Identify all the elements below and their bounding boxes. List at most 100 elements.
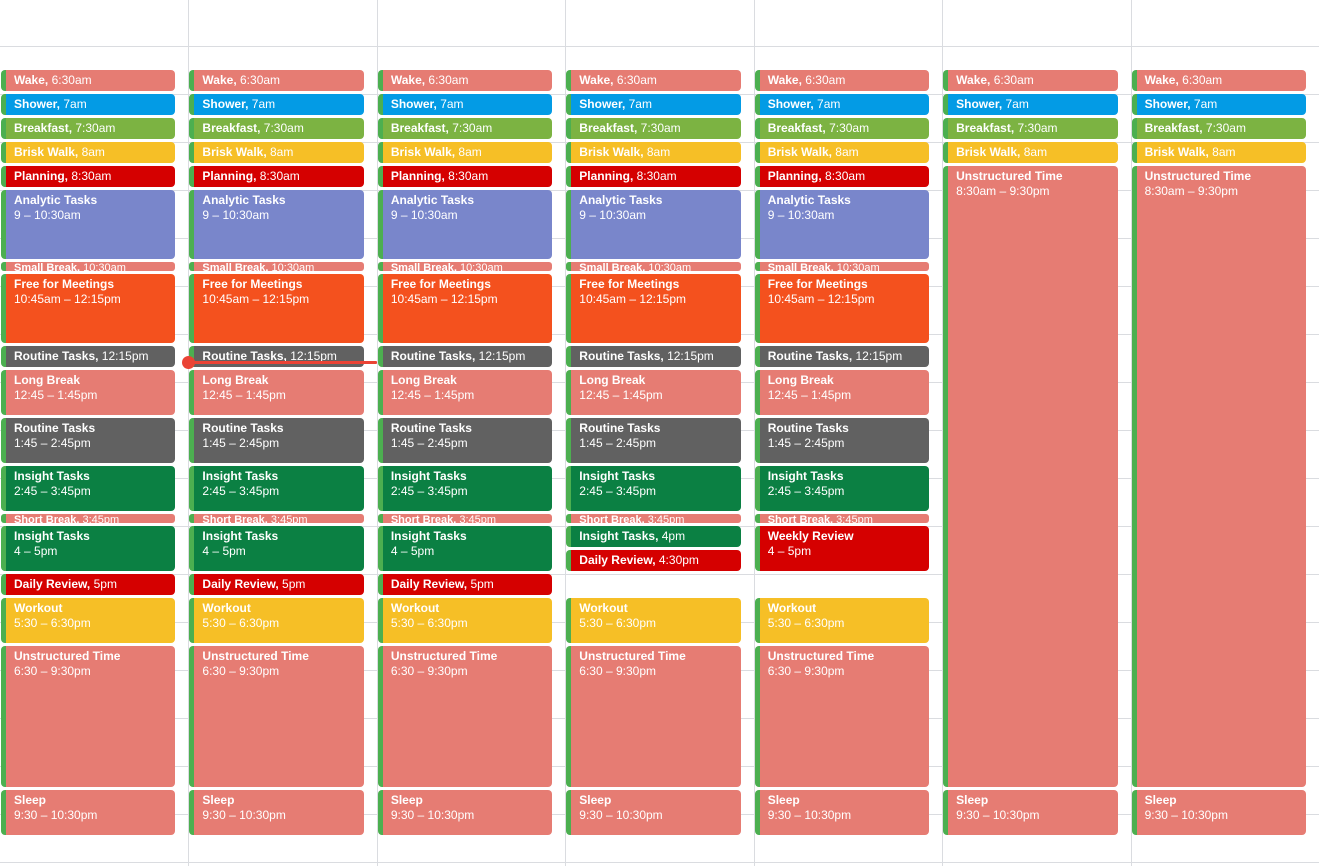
event-block[interactable]: Insight Tasks 2:45 – 3:45pm: [566, 466, 741, 511]
event-block[interactable]: Wake, 6:30am: [1, 70, 176, 91]
event-block[interactable]: Analytic Tasks 9 – 10:30am: [377, 190, 553, 259]
event-block[interactable]: Daily Review, 5pm: [189, 574, 364, 595]
event-block[interactable]: Shower, 7am: [566, 94, 741, 115]
event-block[interactable]: Insight Tasks 2:45 – 3:45pm: [189, 466, 364, 511]
event-block[interactable]: Unstructured Time 8:30am – 9:30pm: [943, 166, 1118, 787]
day-column-4[interactable]: Wake, 6:30am Shower, 7am Breakfast, 7:30am…: [565, 0, 753, 866]
event-block[interactable]: Shower, 7am: [377, 94, 553, 115]
event-block[interactable]: Routine Tasks, 12:15pm: [1, 346, 176, 367]
event-block[interactable]: Daily Review, 5pm: [377, 574, 553, 595]
event-block[interactable]: Short Break, 3:45pm: [377, 514, 553, 526]
event-block[interactable]: Shower, 7am: [754, 94, 930, 115]
event-block[interactable]: Brisk Walk, 8am: [754, 142, 930, 163]
event-block[interactable]: Wake, 6:30am: [943, 70, 1118, 91]
event-block[interactable]: Daily Review, 5pm: [1, 574, 176, 595]
event-block[interactable]: Brisk Walk, 8am: [1, 142, 176, 163]
event-block[interactable]: Routine Tasks, 12:15pm: [189, 346, 364, 367]
event-block[interactable]: Workout 5:30 – 6:30pm: [189, 598, 364, 643]
event-block[interactable]: Short Break, 3:45pm: [566, 514, 741, 526]
event-block[interactable]: Wake, 6:30am: [189, 70, 364, 91]
event-block[interactable]: Unstructured Time 6:30 – 9:30pm: [377, 646, 553, 787]
day-column-3[interactable]: Wake, 6:30am Shower, 7am Breakfast, 7:30am…: [377, 0, 565, 866]
event-block[interactable]: Shower, 7am: [1, 94, 176, 115]
event-block[interactable]: Insight Tasks 4 – 5pm: [377, 526, 553, 571]
event-block[interactable]: Long Break 12:45 – 1:45pm: [1, 370, 176, 415]
event-block[interactable]: Sleep 9:30 – 10:30pm: [943, 790, 1118, 835]
event-block[interactable]: Sleep 9:30 – 10:30pm: [377, 790, 553, 835]
event-block[interactable]: Insight Tasks 4 – 5pm: [189, 526, 364, 571]
event-block[interactable]: Planning, 8:30am: [566, 166, 741, 187]
event-block[interactable]: Analytic Tasks 9 – 10:30am: [189, 190, 364, 259]
event-block[interactable]: Breakfast, 7:30am: [566, 118, 741, 139]
event-block[interactable]: Routine Tasks, 12:15pm: [754, 346, 930, 367]
event-block[interactable]: Breakfast, 7:30am: [943, 118, 1118, 139]
event-block[interactable]: Analytic Tasks 9 – 10:30am: [754, 190, 930, 259]
event-block[interactable]: Unstructured Time 6:30 – 9:30pm: [189, 646, 364, 787]
event-block[interactable]: Breakfast, 7:30am: [754, 118, 930, 139]
event-block[interactable]: Unstructured Time 8:30am – 9:30pm: [1131, 166, 1306, 787]
event-block[interactable]: Free for Meetings 10:45am – 12:15pm: [566, 274, 741, 343]
event-block[interactable]: Workout 5:30 – 6:30pm: [377, 598, 553, 643]
event-block[interactable]: Wake, 6:30am: [754, 70, 930, 91]
event-block[interactable]: Short Break, 3:45pm: [754, 514, 930, 526]
event-block[interactable]: Routine Tasks 1:45 – 2:45pm: [189, 418, 364, 463]
event-block[interactable]: Sleep 9:30 – 10:30pm: [189, 790, 364, 835]
day-column-6[interactable]: Wake, 6:30am Shower, 7am Breakfast, 7:30am…: [942, 0, 1130, 866]
event-block[interactable]: Brisk Walk, 8am: [189, 142, 364, 163]
event-block[interactable]: Daily Review, 4:30pm: [566, 550, 741, 571]
event-block[interactable]: Routine Tasks 1:45 – 2:45pm: [377, 418, 553, 463]
event-block[interactable]: Weekly Review 4 – 5pm: [754, 526, 930, 571]
event-block[interactable]: Planning, 8:30am: [377, 166, 553, 187]
event-block[interactable]: Insight Tasks 4 – 5pm: [1, 526, 176, 571]
event-block[interactable]: Small Break, 10:30am: [377, 262, 553, 274]
event-block[interactable]: Small Break, 10:30am: [566, 262, 741, 274]
event-block[interactable]: Insight Tasks, 4pm: [566, 526, 741, 547]
event-block[interactable]: Analytic Tasks 9 – 10:30am: [1, 190, 176, 259]
event-block[interactable]: Wake, 6:30am: [377, 70, 553, 91]
event-block[interactable]: Routine Tasks 1:45 – 2:45pm: [1, 418, 176, 463]
event-block[interactable]: Workout 5:30 – 6:30pm: [566, 598, 741, 643]
event-block[interactable]: Breakfast, 7:30am: [1131, 118, 1306, 139]
event-block[interactable]: Brisk Walk, 8am: [943, 142, 1118, 163]
event-block[interactable]: Breakfast, 7:30am: [1, 118, 176, 139]
event-block[interactable]: Analytic Tasks 9 – 10:30am: [566, 190, 741, 259]
event-block[interactable]: Routine Tasks, 12:15pm: [566, 346, 741, 367]
event-block[interactable]: Unstructured Time 6:30 – 9:30pm: [1, 646, 176, 787]
event-block[interactable]: Wake, 6:30am: [1131, 70, 1306, 91]
event-block[interactable]: Planning, 8:30am: [754, 166, 930, 187]
event-block[interactable]: Free for Meetings 10:45am – 12:15pm: [1, 274, 176, 343]
event-block[interactable]: Routine Tasks 1:45 – 2:45pm: [566, 418, 741, 463]
event-block[interactable]: Planning, 8:30am: [189, 166, 364, 187]
event-block[interactable]: Routine Tasks 1:45 – 2:45pm: [754, 418, 930, 463]
event-block[interactable]: Workout 5:30 – 6:30pm: [1, 598, 176, 643]
event-block[interactable]: Sleep 9:30 – 10:30pm: [1131, 790, 1306, 835]
event-block[interactable]: Long Break 12:45 – 1:45pm: [566, 370, 741, 415]
event-block[interactable]: Free for Meetings 10:45am – 12:15pm: [754, 274, 930, 343]
event-block[interactable]: Short Break, 3:45pm: [189, 514, 364, 526]
event-block[interactable]: Small Break, 10:30am: [754, 262, 930, 274]
day-column-1[interactable]: Wake, 6:30am Shower, 7am Breakfast, 7:30am…: [0, 0, 188, 866]
event-block[interactable]: Breakfast, 7:30am: [377, 118, 553, 139]
event-block[interactable]: Planning, 8:30am: [1, 166, 176, 187]
event-block[interactable]: Brisk Walk, 8am: [566, 142, 741, 163]
event-block[interactable]: Unstructured Time 6:30 – 9:30pm: [566, 646, 741, 787]
event-block[interactable]: Sleep 9:30 – 10:30pm: [1, 790, 176, 835]
day-column-7[interactable]: Wake, 6:30am Shower, 7am Breakfast, 7:30am…: [1131, 0, 1319, 866]
event-block[interactable]: Free for Meetings 10:45am – 12:15pm: [189, 274, 364, 343]
event-block[interactable]: Sleep 9:30 – 10:30pm: [566, 790, 741, 835]
event-block[interactable]: Shower, 7am: [189, 94, 364, 115]
event-block[interactable]: Insight Tasks 2:45 – 3:45pm: [377, 466, 553, 511]
event-block[interactable]: Long Break 12:45 – 1:45pm: [377, 370, 553, 415]
event-block[interactable]: Brisk Walk, 8am: [377, 142, 553, 163]
event-block[interactable]: Insight Tasks 2:45 – 3:45pm: [754, 466, 930, 511]
event-block[interactable]: Shower, 7am: [943, 94, 1118, 115]
event-block[interactable]: Breakfast, 7:30am: [189, 118, 364, 139]
event-block[interactable]: Short Break, 3:45pm: [1, 514, 176, 526]
event-block[interactable]: Wake, 6:30am: [566, 70, 741, 91]
event-block[interactable]: Insight Tasks 2:45 – 3:45pm: [1, 466, 176, 511]
day-column-5[interactable]: Wake, 6:30am Shower, 7am Breakfast, 7:30am…: [754, 0, 942, 866]
event-block[interactable]: Sleep 9:30 – 10:30pm: [754, 790, 930, 835]
event-block[interactable]: Free for Meetings 10:45am – 12:15pm: [377, 274, 553, 343]
event-block[interactable]: Brisk Walk, 8am: [1131, 142, 1306, 163]
event-block[interactable]: Long Break 12:45 – 1:45pm: [189, 370, 364, 415]
